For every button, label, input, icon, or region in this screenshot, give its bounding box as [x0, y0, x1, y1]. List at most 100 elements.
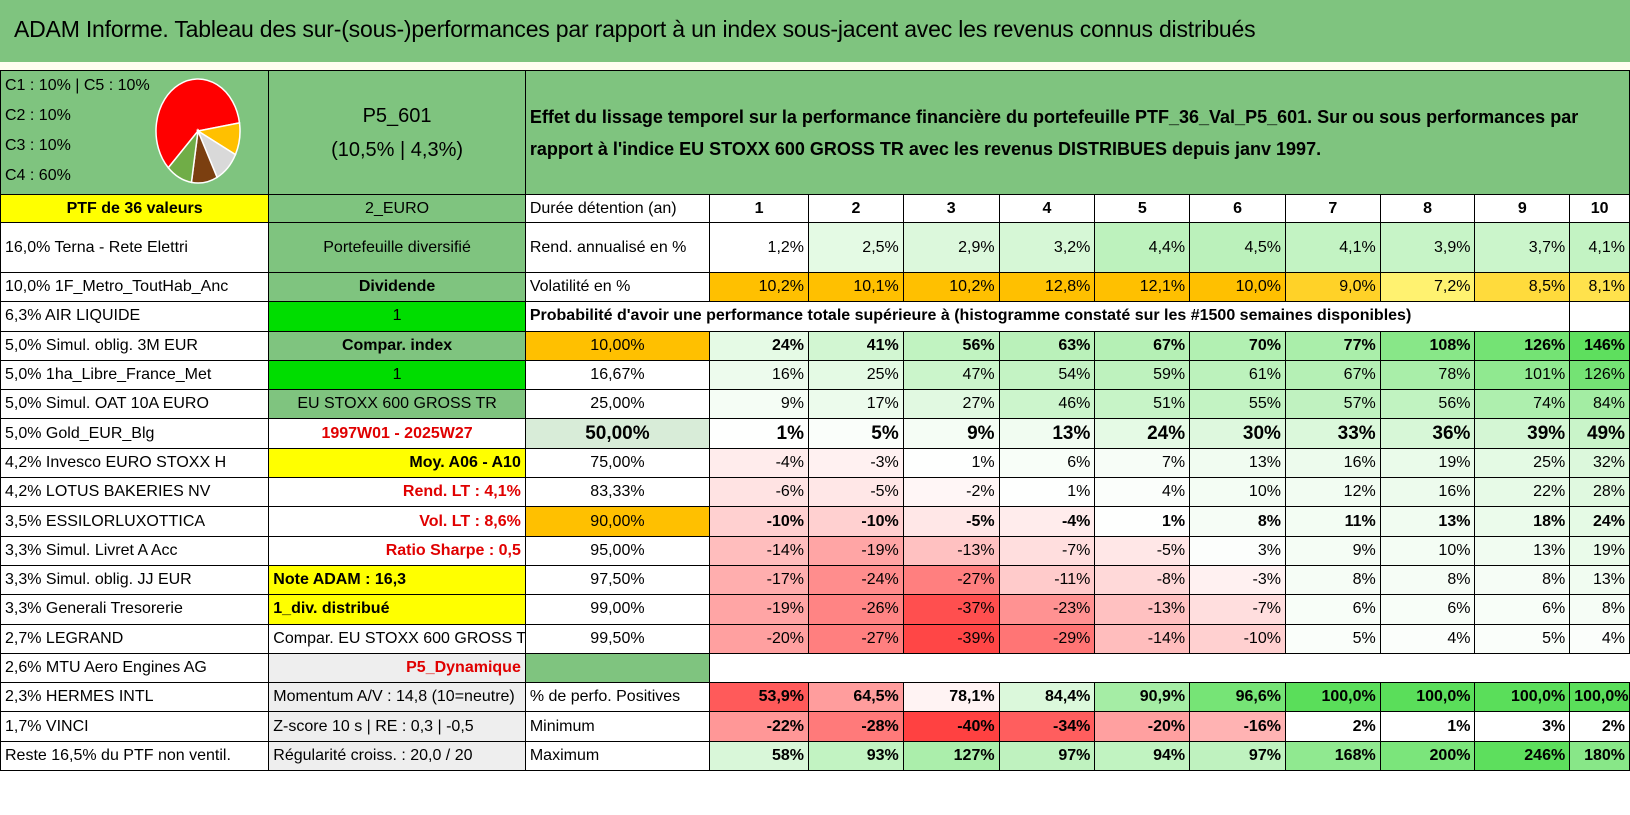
year-header[interactable]: 1 — [709, 194, 810, 223]
probability-value[interactable]: 5% — [1284, 623, 1381, 654]
holding-label[interactable]: Durée détention (an) — [524, 194, 711, 223]
return-value[interactable]: 3,2% — [998, 222, 1096, 273]
probability-value[interactable]: 61% — [1189, 359, 1286, 391]
probability-level[interactable]: 10,00% — [524, 330, 711, 361]
info-cell[interactable]: Moy. A06 - A10 — [268, 447, 526, 479]
holding-name[interactable]: Reste 16,5% du PTF non ventil. — [0, 740, 270, 772]
max-row-value[interactable]: 97% — [1189, 740, 1286, 772]
info-cell[interactable]: Z-score 10 s | RE : 0,3 | -0,5 — [268, 711, 526, 742]
pos-row-value[interactable]: 100,0% — [1474, 682, 1571, 713]
holding-name[interactable]: 10,0% 1F_Metro_ToutHab_Anc — [0, 271, 270, 303]
probability-value[interactable]: 8% — [1189, 506, 1286, 537]
probability-value[interactable]: 13% — [1189, 447, 1286, 479]
probability-value[interactable]: -2% — [902, 477, 1000, 508]
probability-value[interactable]: 6% — [998, 447, 1096, 479]
probability-value[interactable]: 30% — [1189, 418, 1286, 449]
max-row-value[interactable]: 97% — [998, 740, 1096, 772]
probability-value[interactable]: 33% — [1284, 418, 1381, 449]
pos-row-value[interactable]: 84,4% — [998, 682, 1096, 713]
probability-value[interactable]: -7% — [998, 535, 1096, 566]
info-cell[interactable]: Momentum A/V : 14,8 (10=neutre) — [268, 682, 526, 713]
probability-value[interactable]: -37% — [902, 594, 1000, 625]
year-header[interactable]: 9 — [1474, 194, 1571, 223]
probability-value[interactable]: 25% — [1474, 447, 1571, 479]
probability-value[interactable]: 6% — [1474, 594, 1571, 625]
holding-name[interactable]: 5,0% Gold_EUR_Blg — [0, 418, 270, 449]
return-label[interactable]: Rend. annualisé en % — [524, 222, 711, 273]
probability-value[interactable]: -13% — [1094, 594, 1191, 625]
probability-value[interactable]: -27% — [808, 623, 904, 654]
probability-value[interactable]: 6% — [1284, 594, 1381, 625]
probability-value[interactable]: 9% — [709, 389, 810, 420]
year-header[interactable]: 3 — [902, 194, 1000, 223]
probability-value[interactable]: 28% — [1569, 477, 1630, 508]
min-row-value[interactable]: -34% — [998, 711, 1096, 742]
info-cell[interactable]: Note ADAM : 16,3 — [268, 564, 526, 596]
holding-name[interactable]: 3,5% ESSILORLUXOTTICA — [0, 506, 270, 537]
probability-level[interactable]: 97,50% — [524, 564, 711, 596]
probability-value[interactable]: 25% — [808, 359, 904, 391]
year-header[interactable]: 5 — [1094, 194, 1191, 223]
probability-value[interactable]: 59% — [1094, 359, 1191, 391]
probability-value[interactable]: 4% — [1379, 623, 1476, 654]
info-cell[interactable]: 1997W01 - 2025W27 — [268, 418, 526, 449]
volatility-value[interactable]: 8,1% — [1569, 271, 1630, 303]
probability-value[interactable]: 49% — [1569, 418, 1630, 449]
probability-value[interactable]: 24% — [709, 330, 810, 361]
pos-row-value[interactable]: 53,9% — [709, 682, 810, 713]
probability-value[interactable]: -6% — [709, 477, 810, 508]
probability-value[interactable]: 6% — [1379, 594, 1476, 625]
probability-value[interactable]: 55% — [1189, 389, 1286, 420]
holding-name[interactable]: 4,2% LOTUS BAKERIES NV — [0, 477, 270, 508]
empty-cell[interactable] — [524, 652, 711, 684]
info-cell[interactable]: Portefeuille diversifié — [268, 222, 526, 273]
holding-name[interactable]: 2,3% HERMES INTL — [0, 682, 270, 713]
probability-value[interactable]: 101% — [1474, 359, 1571, 391]
holding-name[interactable]: 2,7% LEGRAND — [0, 623, 270, 654]
year-header[interactable]: 4 — [998, 194, 1096, 223]
probability-value[interactable]: 18% — [1474, 506, 1571, 537]
max-row-value[interactable]: 93% — [808, 740, 904, 772]
holding-name[interactable]: 5,0% Simul. OAT 10A EURO — [0, 389, 270, 420]
holding-name[interactable]: 3,3% Generali Tresorerie — [0, 594, 270, 625]
probability-value[interactable]: -14% — [1094, 623, 1191, 654]
probability-level[interactable]: 95,00% — [524, 535, 711, 566]
info-cell[interactable]: Rend. LT : 4,1% — [268, 477, 526, 508]
info-cell[interactable]: EU STOXX 600 GROSS TR — [268, 389, 526, 420]
probability-value[interactable]: -26% — [808, 594, 904, 625]
probability-value[interactable]: 56% — [1379, 389, 1476, 420]
probability-value[interactable]: -10% — [1189, 623, 1286, 654]
probability-value[interactable]: 1% — [709, 418, 810, 449]
pos-row-value[interactable]: 100,0% — [1379, 682, 1476, 713]
probability-value[interactable]: -23% — [998, 594, 1096, 625]
min-row-value[interactable]: -22% — [709, 711, 810, 742]
pos-row-value[interactable]: 100,0% — [1284, 682, 1381, 713]
probability-value[interactable]: 16% — [1379, 477, 1476, 508]
ptf-label[interactable]: PTF de 36 valeurs — [0, 194, 270, 223]
probability-value[interactable]: 8% — [1474, 564, 1571, 596]
probability-value[interactable]: 8% — [1569, 594, 1630, 625]
probability-level[interactable]: 99,50% — [524, 623, 711, 654]
return-value[interactable]: 2,5% — [808, 222, 904, 273]
max-row-value[interactable]: 168% — [1284, 740, 1381, 772]
probability-value[interactable]: 39% — [1474, 418, 1571, 449]
probability-value[interactable]: 13% — [1569, 564, 1630, 596]
probability-value[interactable]: -4% — [709, 447, 810, 479]
probability-value[interactable]: -13% — [902, 535, 1000, 566]
probability-value[interactable]: 19% — [1379, 447, 1476, 479]
probability-value[interactable]: -10% — [709, 506, 810, 537]
probability-value[interactable]: -3% — [808, 447, 904, 479]
probability-value[interactable]: -8% — [1094, 564, 1191, 596]
probability-value[interactable]: 3% — [1189, 535, 1286, 566]
probability-value[interactable]: 8% — [1379, 564, 1476, 596]
pos-row-value[interactable]: 96,6% — [1189, 682, 1286, 713]
probability-value[interactable]: -5% — [1094, 535, 1191, 566]
volatility-value[interactable]: 10,1% — [808, 271, 904, 303]
return-value[interactable]: 3,7% — [1474, 222, 1571, 273]
probability-value[interactable]: -20% — [709, 623, 810, 654]
return-value[interactable]: 4,4% — [1094, 222, 1191, 273]
volatility-label[interactable]: Volatilité en % — [524, 271, 711, 303]
empty-cell[interactable] — [710, 653, 1630, 682]
probability-value[interactable]: 84% — [1569, 389, 1630, 420]
min-row-value[interactable]: 3% — [1474, 711, 1571, 742]
